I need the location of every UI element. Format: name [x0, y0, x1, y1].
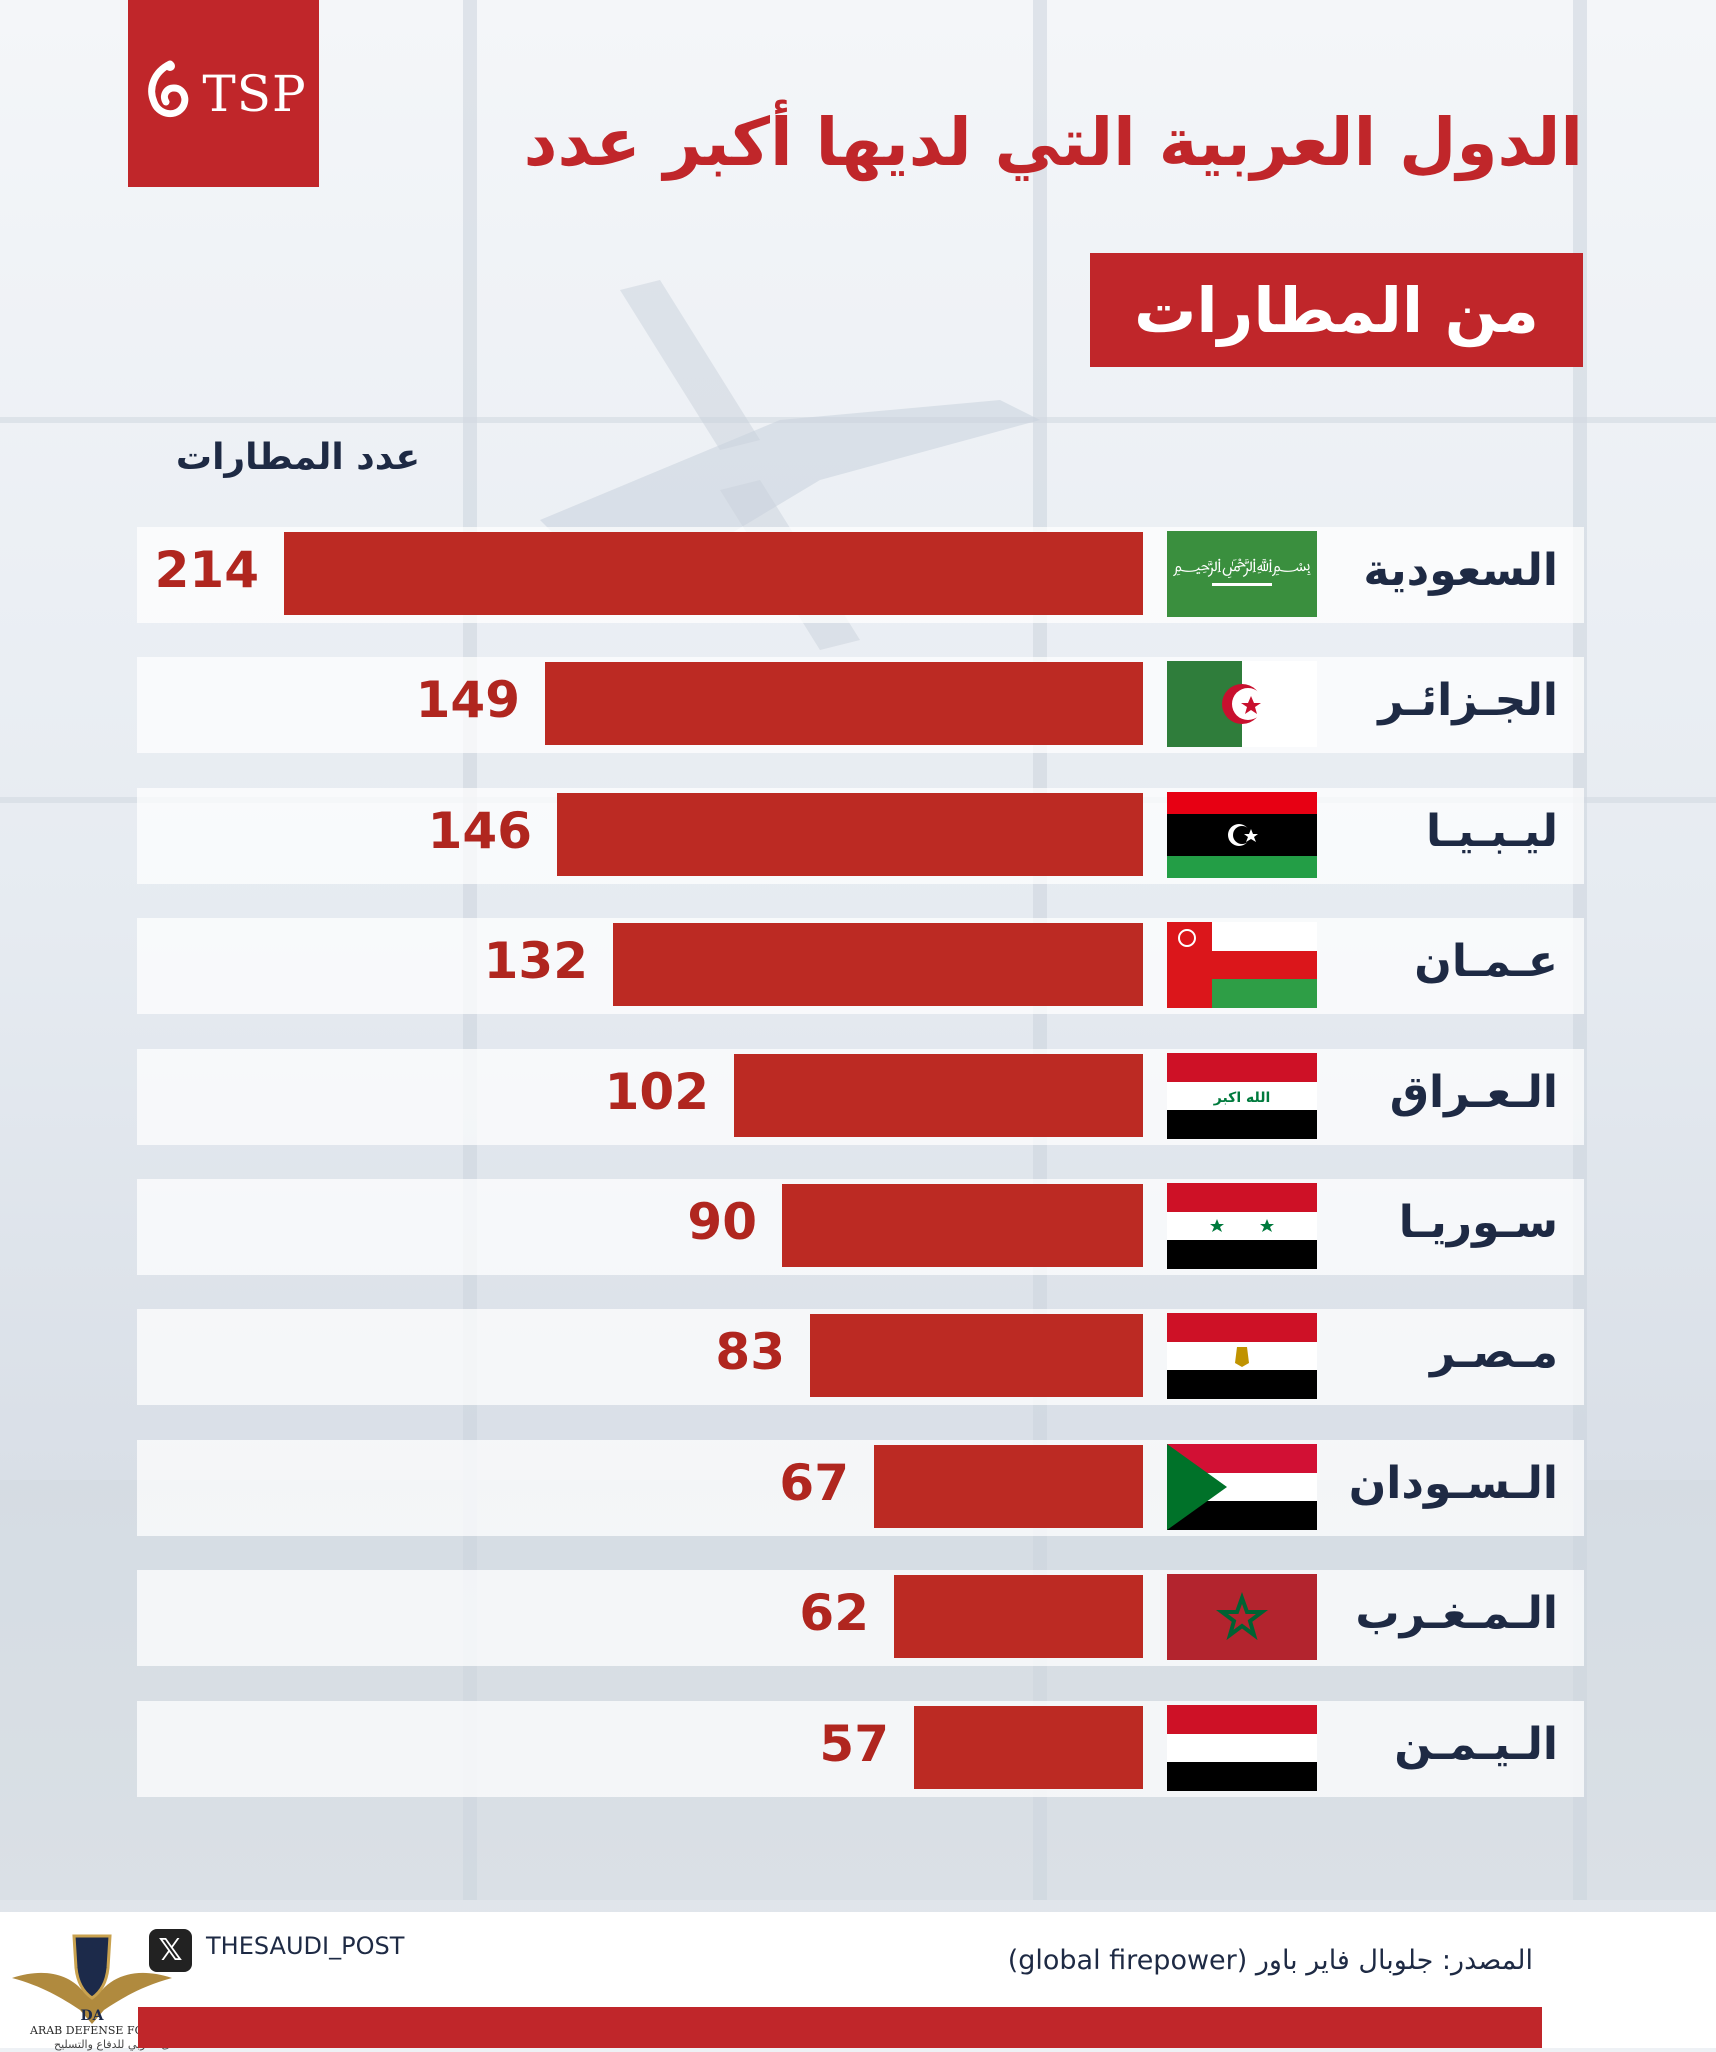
chart-row: 102 الله اكبر الـعـراق: [137, 1049, 1584, 1145]
watermark-text: ARAB DEFENSE FORUM: [30, 2024, 173, 2037]
tsp-logo: TSP: [128, 0, 319, 187]
category-label: الـعـراق: [1389, 1067, 1558, 1118]
oman-flag: [1167, 922, 1317, 1008]
data-label: 90: [687, 1193, 757, 1251]
data-label: 146: [427, 802, 532, 860]
bar: [874, 1445, 1143, 1528]
bar: [557, 793, 1143, 876]
morocco-flag: [1167, 1574, 1317, 1660]
data-label: 62: [799, 1584, 869, 1642]
footer-bar: [138, 2007, 1542, 2048]
subtitle-banner: من المطارات: [1090, 253, 1583, 367]
chart-row: 62 الـمـغـرب: [137, 1570, 1584, 1666]
svg-text:الله اكبر: الله اكبر: [1213, 1090, 1271, 1106]
value-axis-label: عدد المطارات: [175, 437, 421, 478]
bar: [613, 923, 1143, 1006]
footer: DA ARAB DEFENSE FORUM المنتدى العربي للد…: [0, 1912, 1716, 2051]
data-label: 132: [483, 932, 588, 990]
category-label: سـوريـا: [1398, 1197, 1558, 1248]
chart-row: 146 ليـبـيـا: [137, 788, 1584, 884]
algeria-flag: [1167, 661, 1317, 747]
tsp-logo-icon: [148, 60, 189, 117]
category-label: السعودية: [1363, 545, 1558, 596]
chart-row: 83 مـصـر: [137, 1309, 1584, 1405]
x-icon[interactable]: 𝕏: [149, 1929, 192, 1972]
bar: [810, 1314, 1143, 1397]
bar: [734, 1054, 1143, 1137]
egypt-flag: [1167, 1313, 1317, 1399]
category-label: عـمـان: [1414, 936, 1558, 987]
chart-row: 57 الـيـمـن: [137, 1701, 1584, 1797]
svg-text:DA: DA: [80, 2008, 104, 2024]
libya-flag: [1167, 792, 1317, 878]
svg-text:﷽: ﷽: [1173, 555, 1311, 578]
chart-row: 214 ﷽ السعودية: [137, 527, 1584, 623]
chart-row: 132 عـمـان: [137, 918, 1584, 1014]
source-note: المصدر: جلوبال فاير باور (global firepow…: [1007, 1945, 1533, 1976]
category-label: الـيـمـن: [1394, 1719, 1558, 1770]
bar: [284, 532, 1143, 615]
syria-flag: [1167, 1183, 1317, 1269]
data-label: 57: [819, 1715, 889, 1773]
data-label: 102: [604, 1063, 709, 1121]
saudi-arabia-flag: ﷽: [1167, 531, 1317, 617]
data-label: 83: [715, 1323, 785, 1381]
bar: [782, 1184, 1143, 1267]
social-handle[interactable]: THESAUDI_POST: [206, 1932, 405, 1960]
category-label: الـسـودان: [1348, 1458, 1558, 1509]
data-label: 214: [154, 541, 259, 599]
page-subtitle: من المطارات: [1134, 273, 1539, 347]
data-label: 67: [779, 1454, 849, 1512]
chart-row: 149 الجـزائـر: [137, 657, 1584, 753]
logo-text: TSP: [202, 64, 307, 123]
iraq-flag: الله اكبر: [1167, 1053, 1317, 1139]
data-label: 149: [415, 671, 520, 729]
category-label: ليـبـيـا: [1425, 806, 1558, 857]
eagle-emblem-icon: DA: [12, 1934, 172, 2024]
bar: [545, 662, 1143, 745]
chart-row: 90 سـوريـا: [137, 1179, 1584, 1275]
bar: [914, 1706, 1143, 1789]
category-label: الجـزائـر: [1378, 675, 1558, 726]
category-label: الـمـغـرب: [1355, 1588, 1558, 1639]
page-title: الدول العربية التي لديها أكبر عدد: [523, 104, 1583, 181]
category-label: مـصـر: [1429, 1327, 1558, 1378]
bar: [894, 1575, 1143, 1658]
chart-row: 67 الـسـودان: [137, 1440, 1584, 1536]
yemen-flag: [1167, 1705, 1317, 1791]
sudan-flag: [1167, 1444, 1317, 1530]
